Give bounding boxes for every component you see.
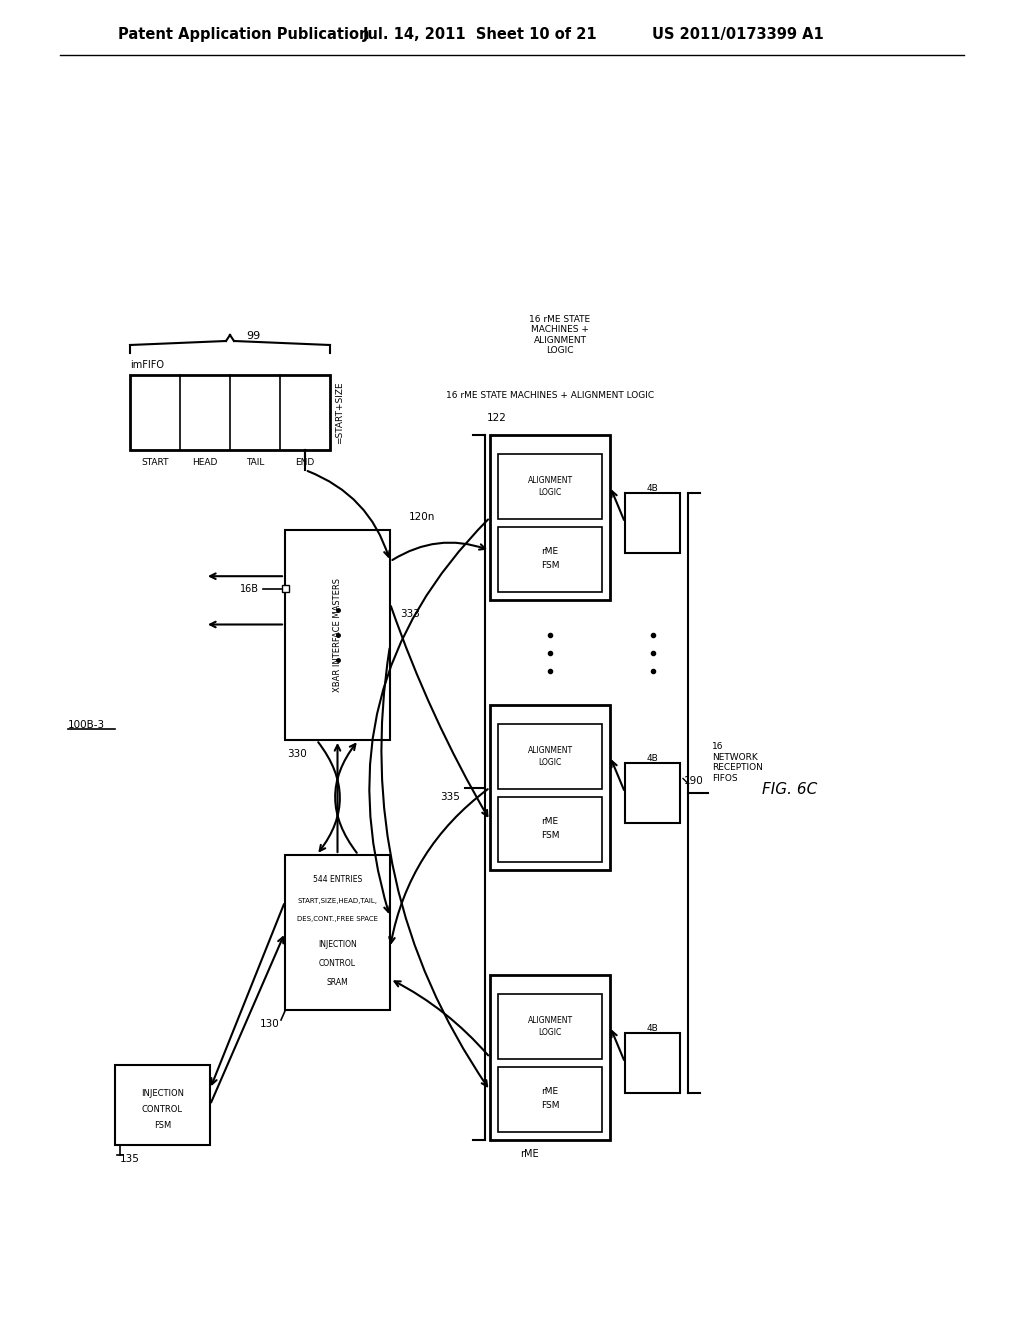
- Text: FSM: FSM: [154, 1121, 171, 1130]
- Bar: [498, 994, 602, 1059]
- Bar: [625, 1032, 680, 1093]
- Text: ALIGNMENT: ALIGNMENT: [527, 1016, 572, 1026]
- Bar: [490, 975, 610, 1140]
- Text: HEAD: HEAD: [193, 458, 218, 467]
- Text: CONTROL: CONTROL: [319, 960, 356, 968]
- Bar: [130, 375, 330, 450]
- Text: 99: 99: [246, 331, 260, 341]
- Text: 4B: 4B: [646, 1024, 658, 1034]
- Text: INJECTION: INJECTION: [318, 940, 357, 949]
- Bar: [498, 1067, 602, 1133]
- Text: XBAR INTERFACE MASTERS: XBAR INTERFACE MASTERS: [333, 578, 342, 692]
- Bar: [625, 763, 680, 822]
- Text: 120n: 120n: [409, 512, 435, 523]
- Text: 333: 333: [400, 609, 420, 619]
- Bar: [115, 1065, 210, 1144]
- Text: Patent Application Publication: Patent Application Publication: [118, 28, 370, 42]
- Text: 16 rME STATE
MACHINES +
ALIGNMENT
LOGIC: 16 rME STATE MACHINES + ALIGNMENT LOGIC: [529, 314, 591, 355]
- Text: 130: 130: [260, 1019, 280, 1030]
- Text: END: END: [295, 458, 314, 467]
- Text: 335: 335: [440, 792, 460, 803]
- Text: START,SIZE,HEAD,TAIL,: START,SIZE,HEAD,TAIL,: [298, 899, 378, 904]
- Text: LOGIC: LOGIC: [539, 488, 561, 498]
- Text: 100B-3: 100B-3: [68, 719, 105, 730]
- Text: INJECTION: INJECTION: [141, 1089, 184, 1097]
- Bar: [285, 531, 390, 741]
- Text: LOGIC: LOGIC: [539, 758, 561, 767]
- Text: rME: rME: [542, 817, 558, 826]
- Text: 190: 190: [684, 776, 703, 785]
- Text: START: START: [141, 458, 169, 467]
- Text: 16
NETWORK
RECEPTION
FIFOS: 16 NETWORK RECEPTION FIFOS: [712, 742, 763, 783]
- Bar: [498, 723, 602, 789]
- Text: CONTROL: CONTROL: [142, 1105, 183, 1114]
- Text: 4B: 4B: [646, 484, 658, 492]
- Text: =START+SIZE: =START+SIZE: [335, 381, 344, 444]
- Text: 330: 330: [287, 748, 307, 759]
- Text: US 2011/0173399 A1: US 2011/0173399 A1: [652, 28, 823, 42]
- Text: 16B: 16B: [240, 583, 259, 594]
- Bar: [625, 492, 680, 553]
- Text: Jul. 14, 2011  Sheet 10 of 21: Jul. 14, 2011 Sheet 10 of 21: [362, 28, 598, 42]
- Text: 4B: 4B: [646, 754, 658, 763]
- Text: FIG. 6C: FIG. 6C: [763, 783, 817, 797]
- Bar: [498, 454, 602, 519]
- Text: ALIGNMENT: ALIGNMENT: [527, 746, 572, 755]
- Text: FSM: FSM: [541, 832, 559, 840]
- Text: rME: rME: [542, 546, 558, 556]
- Text: 544 ENTRIES: 544 ENTRIES: [313, 875, 362, 884]
- Text: FSM: FSM: [541, 1101, 559, 1110]
- Bar: [498, 797, 602, 862]
- Text: DES,CONT.,FREE SPACE: DES,CONT.,FREE SPACE: [297, 916, 378, 921]
- Text: 16 rME STATE MACHINES + ALIGNMENT LOGIC: 16 rME STATE MACHINES + ALIGNMENT LOGIC: [445, 391, 654, 400]
- Text: SRAM: SRAM: [327, 978, 348, 986]
- Bar: [490, 436, 610, 601]
- Bar: [285, 855, 390, 1010]
- Text: LOGIC: LOGIC: [539, 1028, 561, 1038]
- Text: 135: 135: [120, 1154, 140, 1164]
- Text: 122: 122: [487, 413, 507, 422]
- Bar: [490, 705, 610, 870]
- Text: rME: rME: [542, 1086, 558, 1096]
- Text: rME: rME: [520, 1148, 539, 1159]
- Text: imFIFO: imFIFO: [130, 360, 164, 370]
- Text: ALIGNMENT: ALIGNMENT: [527, 477, 572, 484]
- Text: FSM: FSM: [541, 561, 559, 570]
- Text: TAIL: TAIL: [246, 458, 264, 467]
- Bar: [498, 527, 602, 591]
- Bar: [282, 585, 289, 593]
